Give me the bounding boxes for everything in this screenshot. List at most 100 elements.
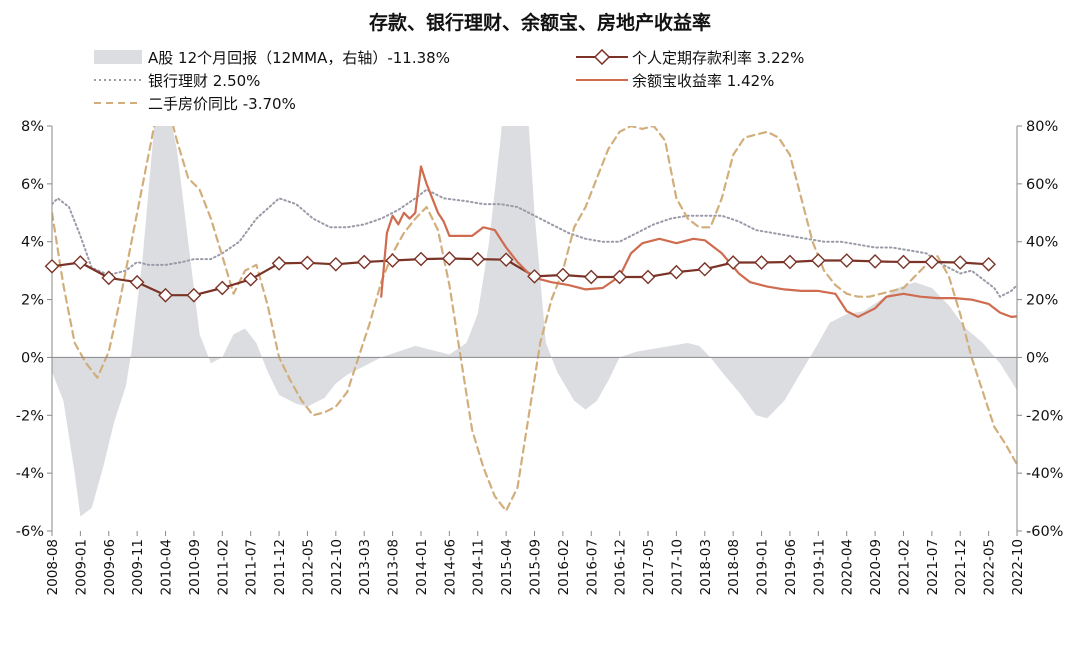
- x-tick-label: 2009-06: [102, 539, 118, 595]
- legend-label-deposit-rate: 个人定期存款利率 3.22%: [632, 49, 804, 67]
- bank-wmp-line: [52, 188, 1017, 298]
- deposit-rate-marker: [839, 253, 855, 268]
- deposit-rate-marker: [583, 269, 599, 285]
- deposit-rate-marker: [442, 251, 457, 266]
- x-tick-label: 2021-12: [953, 539, 969, 595]
- chart-title: 存款、银行理财、余额宝、房地产收益率: [369, 11, 711, 34]
- deposit-rate-marker: [413, 251, 429, 267]
- y-right-tick-label: -60%: [1026, 524, 1063, 540]
- y-left-tick-label: -2%: [16, 408, 44, 424]
- deposit-rate-marker: [356, 254, 372, 270]
- x-tick-label: 2011-02: [215, 539, 231, 595]
- legend-label-a-share: A股 12个月回报（12MMA，右轴）-11.38%: [148, 49, 450, 67]
- x-tick-label: 2016-02: [556, 539, 572, 595]
- x-tick-label: 2016-12: [613, 539, 629, 595]
- y-left-tick-label: 8%: [21, 119, 44, 135]
- deposit-rate-marker: [810, 253, 826, 268]
- x-tick-label: 2014-11: [471, 539, 487, 595]
- deposit-rate-marker: [952, 255, 968, 270]
- deposit-rate-line: [52, 257, 990, 297]
- x-tick-label: 2018-08: [726, 539, 742, 595]
- x-tick-label: 2021-07: [925, 539, 941, 595]
- deposit-rate-marker: [158, 287, 173, 303]
- y-left-tick-label: -6%: [16, 524, 44, 540]
- deposit-rate-marker: [44, 258, 60, 274]
- x-tick-label: 2014-01: [414, 539, 430, 595]
- deposit-rate-marker: [555, 267, 571, 283]
- x-tick-label: 2022-05: [982, 539, 998, 595]
- y-left-tick-label: 0%: [21, 350, 44, 366]
- y-right-tick-label: 80%: [1026, 119, 1058, 135]
- deposit-rate-marker: [527, 269, 542, 284]
- y-left-tick-label: 4%: [21, 235, 44, 251]
- deposit-rate-marker: [328, 256, 344, 272]
- x-tick-label: 2018-03: [698, 539, 714, 595]
- deposit-rate-marker: [470, 251, 486, 267]
- x-tick-label: 2019-01: [755, 539, 771, 595]
- legend-diamond-marker: [593, 48, 611, 66]
- x-tick-label: 2020-09: [868, 539, 884, 595]
- x-tick-label: 2015-04: [499, 539, 515, 595]
- deposit-rate-marker: [640, 269, 656, 285]
- deposit-rate-marker: [498, 252, 514, 268]
- x-tick-label: 2012-10: [329, 539, 345, 595]
- y-left-tick-label: 2%: [21, 293, 44, 309]
- y-right-tick-label: 0%: [1026, 350, 1049, 366]
- y-right-tick-label: -20%: [1026, 408, 1063, 424]
- a-share-return-area: [52, 126, 1017, 517]
- axis-layer: -6% -4% -2% 0% 2% 4% 6% 8% -60% -40% -20% 0% 20% 40% 6…: [16, 119, 1064, 595]
- legend-swatch-a-share: [94, 50, 142, 64]
- legend-item-deposit-rate: 个人定期存款利率 3.22%: [576, 48, 804, 67]
- y-right-tick-label: 60%: [1026, 177, 1058, 193]
- x-tick-label: 2013-03: [357, 539, 373, 595]
- x-tick-label: 2015-09: [528, 539, 544, 595]
- x-tick-label: 2013-08: [386, 539, 402, 595]
- x-tick-label: 2009-01: [73, 539, 89, 595]
- x-tick-label: 2019-11: [811, 539, 827, 595]
- x-tick-label: 2022-10: [1010, 539, 1026, 595]
- deposit-rate-marker: [73, 255, 88, 270]
- marker-layer: [44, 251, 996, 303]
- deposit-rate-marker: [896, 254, 911, 270]
- y-right-tick-label: -40%: [1026, 466, 1063, 482]
- y-left-tick-label: -4%: [16, 466, 44, 482]
- deposit-rate-marker: [385, 253, 400, 268]
- deposit-rate-marker: [754, 255, 769, 270]
- deposit-rate-marker: [867, 254, 883, 269]
- legend-item-bank-wmp: 银行理财 2.50%: [94, 72, 260, 90]
- x-tick-label: 2021-02: [896, 539, 912, 595]
- x-tick-label: 2020-04: [840, 539, 856, 595]
- legend-label-yuebao: 余额宝收益率 1.42%: [632, 72, 774, 90]
- y-right-tick-label: 40%: [1026, 235, 1058, 251]
- deposit-rate-marker: [725, 255, 741, 270]
- legend-item-a-share: A股 12个月回报（12MMA，右轴）-11.38%: [94, 49, 450, 67]
- deposit-rate-marker: [214, 280, 230, 296]
- y-right-tick-label: 20%: [1026, 293, 1058, 309]
- x-tick-label: 2014-06: [442, 539, 458, 595]
- deposit-rate-marker: [271, 256, 287, 271]
- deposit-rate-marker: [101, 270, 117, 286]
- housing-price-line: [52, 126, 1017, 512]
- yuebao-line: [380, 165, 1017, 318]
- x-tick-label: 2009-11: [130, 539, 146, 595]
- x-tick-label: 2012-05: [300, 539, 316, 595]
- x-tick-label: 2010-09: [187, 539, 203, 595]
- deposit-rate-marker: [243, 271, 259, 287]
- deposit-rate-marker: [981, 256, 996, 272]
- x-tick-label: 2016-07: [584, 539, 600, 595]
- deposit-rate-marker: [129, 274, 145, 290]
- deposit-rate-marker: [612, 269, 627, 285]
- legend-label-bank-wmp: 银行理财 2.50%: [148, 72, 260, 90]
- x-tick-label: 2011-12: [272, 539, 288, 595]
- deposit-rate-marker: [300, 255, 315, 271]
- x-tick-label: 2019-06: [783, 539, 799, 595]
- area-layer: [52, 126, 1017, 517]
- deposit-rate-marker: [924, 254, 940, 270]
- legend: A股 12个月回报（12MMA，右轴）-11.38% 个人定期存款利率 3.22…: [94, 48, 804, 113]
- legend-label-housing: 二手房价同比 -3.70%: [148, 95, 296, 113]
- legend-item-yuebao: 余额宝收益率 1.42%: [576, 72, 774, 90]
- deposit-rate-marker: [186, 287, 202, 303]
- x-tick-label: 2010-04: [159, 539, 175, 595]
- deposit-rate-marker: [669, 264, 684, 280]
